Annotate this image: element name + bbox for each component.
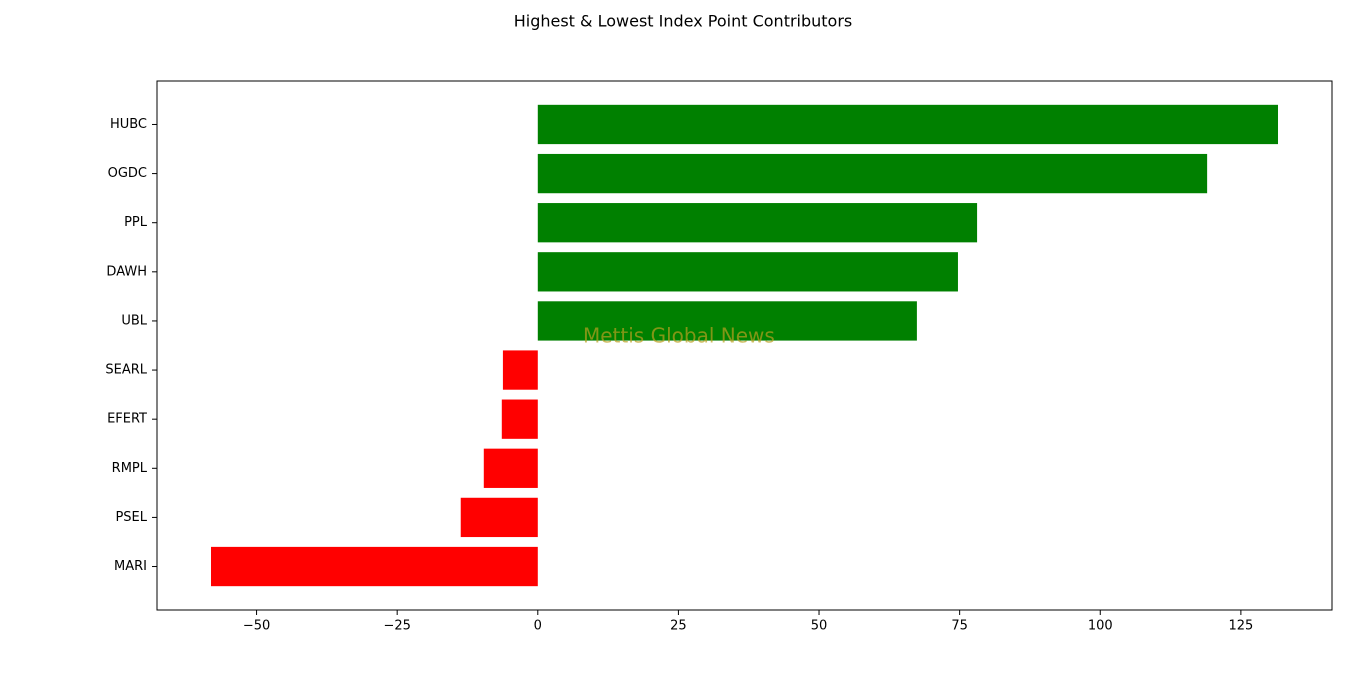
y-tick-label: OGDC <box>108 166 147 181</box>
x-tick-label: −25 <box>383 619 410 634</box>
x-tick-label: 0 <box>534 619 542 634</box>
bar <box>537 301 917 341</box>
y-tick-label: PSEL <box>115 510 147 525</box>
y-tick-label: MARI <box>114 559 147 574</box>
y-tick-label: HUBC <box>110 117 147 132</box>
x-tick-label: 25 <box>670 619 687 634</box>
bar <box>537 104 1279 145</box>
bar <box>502 350 538 390</box>
bar <box>537 252 958 292</box>
x-tick-label: 125 <box>1228 619 1253 634</box>
bar <box>210 546 538 587</box>
x-tick-label: −50 <box>243 619 270 634</box>
x-tick-label: 50 <box>811 619 828 634</box>
bar <box>501 399 538 439</box>
y-tick-label: EFERT <box>107 412 147 427</box>
plot-frame <box>156 80 1333 611</box>
x-tick-label: 75 <box>951 619 968 634</box>
watermark: Mettis Global News <box>583 324 775 348</box>
y-tick-label: SEARL <box>105 363 147 378</box>
y-tick-label: UBL <box>121 313 147 328</box>
chart-title: Highest & Lowest Index Point Contributor… <box>514 12 853 31</box>
bar <box>537 203 978 243</box>
bar <box>460 497 538 538</box>
x-tick-label: 100 <box>1088 619 1113 634</box>
bar <box>483 448 538 488</box>
bar <box>537 153 1208 194</box>
y-tick-label: DAWH <box>106 264 147 279</box>
y-tick-label: RMPL <box>112 461 148 476</box>
y-tick-label: PPL <box>124 215 148 230</box>
